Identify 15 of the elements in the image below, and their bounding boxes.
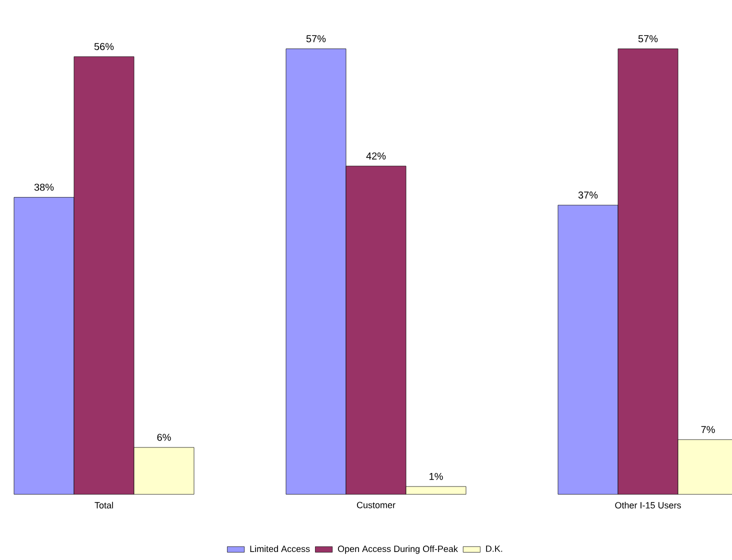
data-label: 56% <box>94 42 114 50</box>
x-tick-label: Customer <box>356 502 396 508</box>
data-label: 57% <box>638 35 658 42</box>
data-label: 7% <box>701 426 715 434</box>
data-label: 57% <box>306 35 326 42</box>
data-label: 42% <box>366 152 386 160</box>
x-tick-label: Total <box>94 502 113 508</box>
data-label: 6% <box>157 434 171 441</box>
data-label: 1% <box>430 472 443 480</box>
legend-label: D.K. <box>486 546 502 552</box>
data-label: 38% <box>34 184 54 191</box>
x-tick-label: Other I-15 Users <box>615 502 681 508</box>
data-label: 37% <box>578 192 598 199</box>
legend-label: Open Access During Off-Peak <box>338 545 458 554</box>
legend-label: Limited Access <box>250 545 310 552</box>
